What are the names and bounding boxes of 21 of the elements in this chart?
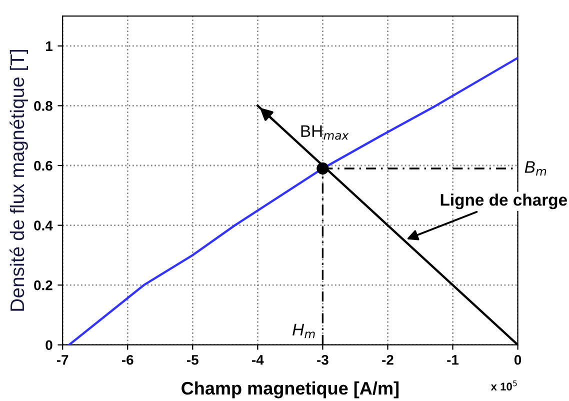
x-tick-label: -5 xyxy=(187,355,198,365)
y-tick-label: 0 xyxy=(46,340,52,350)
y-tick-label: 0.4 xyxy=(34,220,53,230)
annotation: B$_{m}$ xyxy=(524,161,546,176)
y-tick-label: 0.8 xyxy=(34,101,52,111)
y-tick-label: 0.6 xyxy=(34,160,52,171)
y-tick-label: 0.2 xyxy=(34,280,52,290)
x-tick-label: -2 xyxy=(382,354,394,365)
x-tick-label: -6 xyxy=(122,354,134,365)
annotation: Ligne de charge xyxy=(440,194,567,210)
x-axis-title: Champ magnetique [A/m] xyxy=(182,381,399,398)
x-tick-label: 0 xyxy=(514,354,522,365)
x-tick-label: -4 xyxy=(252,355,264,365)
annotation: BH$_{max}$ xyxy=(301,125,349,140)
text: x 10$^{5}$ xyxy=(490,380,517,391)
x-tick-label: -3 xyxy=(317,354,328,365)
annotation: H$_{m}$ xyxy=(292,324,315,338)
y-axis-title: Densité de flux magnétique [T] xyxy=(10,50,28,311)
y-tick-label: 1 xyxy=(46,41,52,51)
x-tick-label: -1 xyxy=(447,355,459,365)
x-tick-label: -7 xyxy=(56,355,68,365)
